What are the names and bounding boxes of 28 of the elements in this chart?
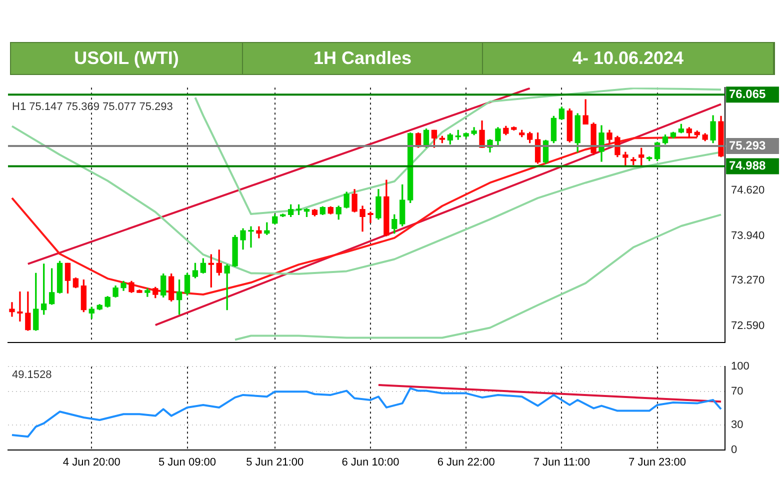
y-tick-label: 30 (731, 419, 744, 432)
y-tick-label: 0 (731, 444, 738, 456)
x-tick-label: 6 Jun 22:00 (437, 456, 495, 469)
x-tick-label: 4 Jun 20:00 (62, 456, 120, 469)
candlestick (248, 226, 254, 248)
y-tick-label: 74.620 (731, 184, 765, 197)
x-tick-label: 7 Jun 23:00 (628, 456, 686, 469)
y-tick-label: 73.270 (731, 274, 765, 287)
chart-title: USOIL (WTI) (11, 43, 243, 74)
y-tick-label: 70 (731, 386, 744, 398)
candlestick (17, 292, 23, 322)
chart-subtitle: 1H Candles (243, 43, 483, 74)
ref-line-label: 76.065 (729, 86, 766, 101)
ref-line-label: 75.293 (729, 138, 766, 152)
x-tick-label: 5 Jun 09:00 (158, 456, 216, 469)
text: 4- 10.06.2024 (483, 43, 774, 74)
x-tick-label: 5 Jun 21:00 (246, 456, 304, 469)
annotation: 49.1528 (12, 369, 52, 382)
y-tick-label: 100 (731, 360, 750, 373)
candlestick (368, 212, 374, 223)
x-tick-label: 7 Jun 11:00 (533, 456, 590, 469)
y-tick-label: 72.590 (731, 320, 765, 332)
ref-line-label: 74.988 (729, 158, 766, 173)
candlestick (9, 302, 15, 317)
annotation: H1 75.147 75.369 75.077 75.293 (12, 101, 173, 114)
x-tick-label: 6 Jun 10:00 (342, 456, 400, 469)
candlestick (256, 226, 262, 238)
y-tick-label: 73.940 (731, 230, 765, 242)
